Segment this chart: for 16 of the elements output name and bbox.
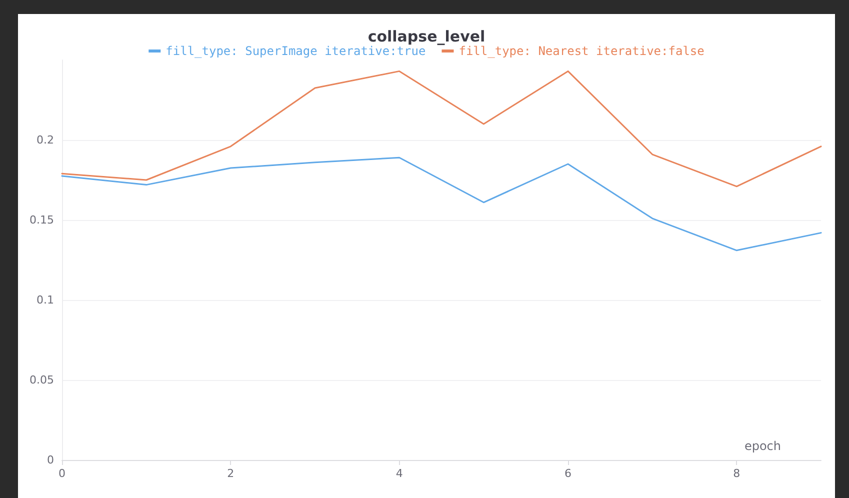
- legend-label: fill_type: SuperImage iterative:true: [166, 44, 426, 58]
- x-tick-label: 4: [396, 467, 403, 480]
- x-tick-label: 8: [733, 467, 740, 480]
- x-tick-label: 2: [227, 467, 234, 480]
- x-axis-title: epoch: [744, 439, 781, 453]
- y-tick-label: 0.15: [30, 214, 54, 226]
- line-series: [61, 156, 822, 252]
- y-tick-label: 0.1: [36, 294, 54, 306]
- x-tick-label: 6: [564, 467, 572, 480]
- line-series: [61, 70, 822, 188]
- y-tick-label: 0.2: [36, 134, 54, 146]
- y-tick-label: 0: [47, 454, 54, 466]
- chart-title: collapse_level: [368, 28, 486, 46]
- y-tick-label: 0.05: [30, 374, 54, 386]
- x-tick-label: 0: [58, 467, 66, 480]
- legend-label: fill_type: Nearest iterative:false: [458, 44, 704, 58]
